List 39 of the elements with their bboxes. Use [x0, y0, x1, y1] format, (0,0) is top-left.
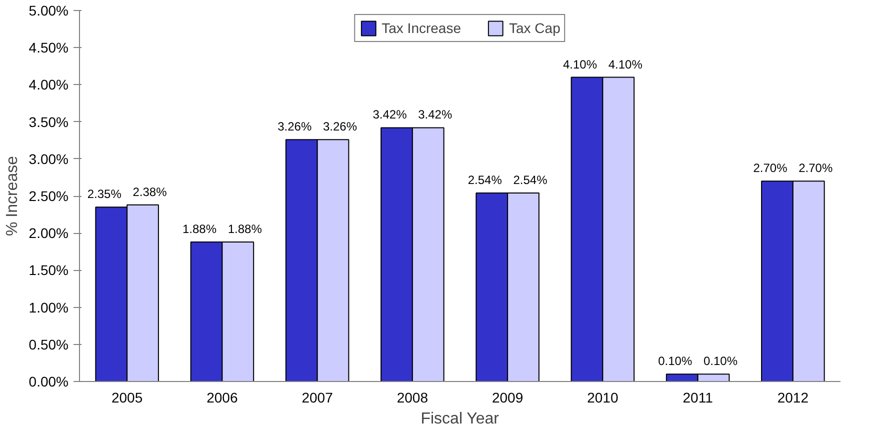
x-tick-label: 2006 — [206, 390, 238, 406]
y-tick-label: 2.00% — [28, 225, 69, 242]
x-tick-label: 2010 — [587, 390, 618, 406]
data-label: 2.70% — [798, 161, 833, 176]
data-label: 3.42% — [418, 108, 452, 122]
x-tick-label: 2007 — [302, 390, 334, 406]
y-tick-label: 4.00% — [28, 76, 69, 93]
data-label: 4.10% — [608, 57, 643, 72]
legend-label: Tax Increase — [382, 20, 462, 36]
data-label: 2.54% — [513, 173, 548, 188]
x-tick-label: 2005 — [111, 390, 143, 406]
y-tick-label: 0.50% — [28, 336, 69, 352]
y-tick-label: 2.50% — [28, 188, 69, 204]
legend-label: Tax Cap — [509, 20, 560, 36]
y-tick-label: 0.00% — [28, 374, 69, 390]
y-tick-label: 5.00% — [28, 2, 69, 18]
y-axis-title: % Increase — [4, 156, 21, 236]
data-label: 2.70% — [753, 161, 788, 176]
data-label: 2.35% — [87, 187, 122, 202]
data-label: 2.38% — [132, 184, 168, 199]
x-axis-title: Fiscal Year — [420, 410, 500, 428]
y-tick-label: 1.00% — [28, 299, 69, 316]
data-label: 1.88% — [182, 222, 217, 236]
x-tick-label: 2012 — [777, 390, 809, 406]
data-label: 3.26% — [278, 120, 312, 134]
data-label: 3.42% — [372, 108, 408, 122]
y-tick-label: 4.50% — [28, 40, 69, 56]
x-tick-label: 2011 — [682, 390, 714, 406]
data-label: 1.88% — [228, 222, 262, 236]
data-label: 2.54% — [468, 173, 502, 188]
x-tick-label: 2009 — [492, 390, 524, 406]
y-tick-label: 3.50% — [28, 114, 69, 130]
y-tick-label: 1.50% — [28, 262, 69, 278]
data-label: 0.10% — [703, 354, 738, 368]
data-label: 0.10% — [658, 354, 692, 368]
data-label: 4.10% — [562, 57, 598, 72]
y-tick-label: 3.00% — [28, 150, 69, 167]
x-tick-label: 2008 — [396, 390, 428, 406]
data-label: 3.26% — [322, 120, 358, 134]
